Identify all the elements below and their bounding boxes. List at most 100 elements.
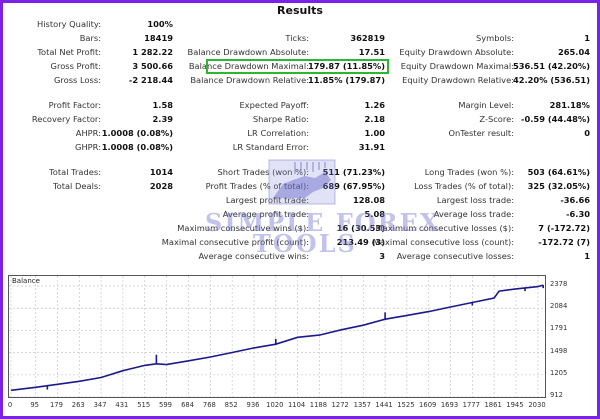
col1-value: 2028 [149,181,173,191]
col3-value: 7 (-172.72) [538,223,590,233]
col3-label: Maximal consecutive loss (count): [372,237,514,247]
col1-label: Recovery Factor: [31,114,101,124]
x-tick-label: 936 [246,401,260,409]
col2-label: Balance Drawdown Relative: [190,75,309,85]
balance-line-plot [9,276,545,397]
col3-value: -6.30 [566,209,590,219]
col3-label: Equity Drawdown Maximal: [400,61,514,71]
x-tick-label: 1945 [506,401,524,409]
x-tick-label: 1777 [462,401,480,409]
col3-value: 1 [584,251,590,261]
x-tick-label: 1020 [266,401,284,409]
chart-title: Balance [12,277,40,285]
col1-value: 100% [147,19,173,29]
x-tick-label: 515 [137,401,151,409]
x-tick-label: 95 [30,401,39,409]
col2-value: 5.08 [364,209,385,219]
x-tick-label: 347 [93,401,107,409]
x-tick-label: 179 [49,401,63,409]
x-tick-label: 1861 [484,401,502,409]
col3-value: 503 (64.61%) [527,167,590,177]
x-tick-label: 263 [71,401,85,409]
col3-value: 281.18% [549,100,590,110]
col3-value: 42.20% (536.51) [512,75,590,85]
col1-value: 1014 [149,167,173,177]
col1-label: Total Trades: [49,167,101,177]
col2-value: 179.87 (11.85%) [307,61,385,71]
col2-value: 511 (71.23%) [322,167,385,177]
col3-label: Long Trades (won %): [424,167,514,177]
y-tick-label: 1498 [550,346,568,355]
col3-label: Maximum consecutive losses ($): [375,223,514,233]
y-tick-label: 1205 [550,368,568,377]
col3-value: -172.72 (7) [538,237,590,247]
col1-label: Gross Profit: [50,61,101,71]
col2-value: 11.85% (179.87) [307,75,385,85]
x-tick-label: 599 [159,401,172,409]
col2-label: Maximum consecutive wins ($): [177,223,309,233]
col2-label: Maximal consecutive profit (count): [161,237,309,247]
col3-label: Equity Drawdown Absolute: [399,47,514,57]
x-tick-label: 2030 [528,401,546,409]
col2-label: Average consecutive wins: [198,251,309,261]
y-tick-label: 2378 [550,280,568,288]
x-tick-label: 1441 [375,401,393,409]
col2-value: 128.08 [352,195,385,205]
x-tick-label: 1609 [419,401,437,409]
col1-value: 1 282.22 [132,47,173,57]
col2-value: 31.91 [358,142,385,152]
x-tick-label: 768 [202,401,216,409]
x-tick-label: 1693 [440,401,459,409]
col3-label: Loss Trades (% of total): [414,181,514,191]
balance-drawdown-maximal-highlight [206,59,389,74]
col3-value: 265.04 [557,47,590,57]
col1-value: 1.58 [152,100,173,110]
col2-value: 17.51 [358,47,385,57]
col3-value: 1 [584,33,590,43]
col3-label: Symbols: [475,33,514,43]
page-title: Results [277,4,323,17]
col2-value: 2.18 [364,114,385,124]
col3-value: -36.66 [560,195,590,205]
y-tick-label: 1791 [550,324,568,333]
col2-label: Largest profit trade: [225,195,309,205]
col3-label: Average loss trade: [433,209,514,219]
col3-value: 325 (32.05%) [527,181,590,191]
col3-label: Equity Drawdown Relative: [402,75,514,85]
col2-value: 1.26 [364,100,385,110]
col2-label: Ticks: [285,33,309,43]
col2-value: 213.49 (3) [336,237,385,247]
col2-value: 16 (30.53) [336,223,385,233]
x-tick-label: 1104 [287,401,306,409]
y-tick-label: 912 [550,391,563,399]
col1-value: 2.39 [152,114,173,124]
col1-label: Gross Loss: [53,75,101,85]
x-tick-label: 431 [115,401,129,409]
x-tick-label: 1272 [331,401,349,409]
col1-label: Bars: [79,33,101,43]
col2-label: Short Trades (won %): [217,167,310,177]
col1-value: 1.0008 (0.08%) [101,142,173,152]
col2-label: Balance Drawdown Absolute: [187,47,309,57]
col1-label: Profit Factor: [48,100,101,110]
x-tick-label: 0 [7,401,13,409]
col1-label: Total Net Profit: [37,47,101,57]
col3-label: Average consecutive losses: [396,251,514,261]
col3-label: Largest loss trade: [436,195,514,205]
col2-value: 362819 [350,33,385,43]
col3-value: -0.59 (44.48%) [521,114,590,124]
col2-value: 689 (67.95%) [322,181,385,191]
col2-value: 3 [379,251,385,261]
col3-label: Z-Score: [479,114,514,124]
col3-value: 536.51 (42.20%) [512,61,590,71]
col2-label: Average profit trade: [222,209,309,219]
col2-label: Profit Trades (% of total): [205,181,309,191]
balance-chart: Balance [8,275,546,398]
col2-label: Balance Drawdown Maximal: [188,61,309,71]
col1-value: 18419 [144,33,173,43]
col3-label: OnTester result: [448,128,514,138]
col3-value: 0 [584,128,590,138]
x-tick-label: 852 [224,401,238,409]
x-tick-label: 1188 [309,401,328,409]
x-tick-label: 1357 [353,401,371,409]
